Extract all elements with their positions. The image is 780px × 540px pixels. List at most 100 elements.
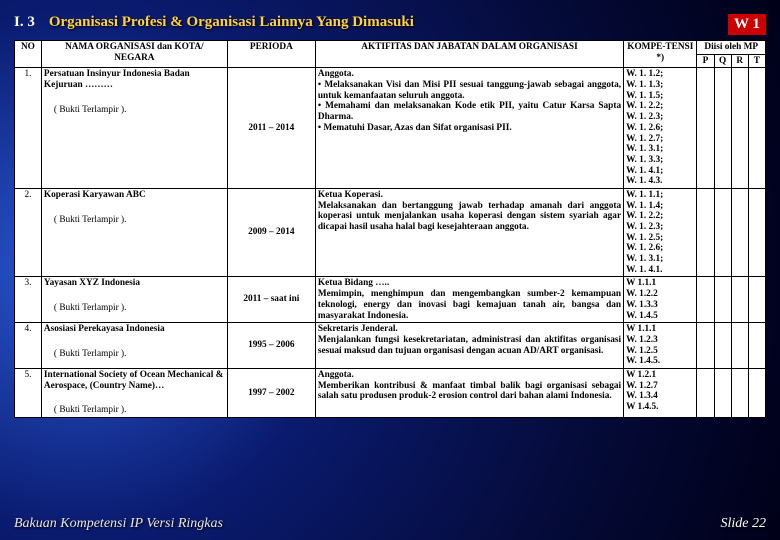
th-nama: NAMA ORGANISASI dan KOTA/ NEGARA [41,41,227,68]
aktifitas-line: Ketua Koperasi. [318,190,621,201]
cell-mp [748,323,765,369]
aktifitas-line: Anggota. [318,69,621,80]
kompetensi-line: W. 1. 2.3; [626,112,694,123]
kompetensi-line: W. 1.3.4 [626,391,694,402]
cell-perioda: 2011 – 2014 [227,68,315,189]
cell-aktifitas: Anggota.• Melaksanakan Visi dan Misi PII… [315,68,623,189]
cell-perioda: 1997 – 2002 [227,368,315,417]
cell-mp [697,68,714,189]
aktifitas-line: Sekretaris Jenderal. [318,324,621,335]
kompetensi-line: W. 1. 2.2; [626,101,694,112]
aktifitas-line: Anggota. [318,370,621,381]
aktifitas-line: Menjalankan fungsi kesekretariatan, admi… [318,335,621,356]
cell-kompetensi: W 1.1.1W. 1.2.2W. 1.3.3W. 1.4.5 [624,277,697,323]
bukti-label: ( Bukti Terlampir ). [44,215,225,226]
aktifitas-line: • Melaksanakan Visi dan Misi PII sesuai … [318,80,621,101]
kompetensi-line: W. 1. 3.1; [626,254,694,265]
cell-mp [731,188,748,277]
kompetensi-line: W. 1. 4.3. [626,176,694,187]
kompetensi-line: W. 1. 3.1; [626,144,694,155]
cell-no: 5. [15,368,42,417]
kompetensi-line: W. 1. 2.7; [626,134,694,145]
kompetensi-line: W. 1. 1.4; [626,201,694,212]
cell-mp [748,68,765,189]
cell-mp [731,368,748,417]
kompetensi-line: W. 1. 3.3; [626,155,694,166]
th-kompetensi: KOMPE-TENSI *) [624,41,697,68]
footer-right: Slide 22 [721,516,767,532]
cell-mp [714,188,731,277]
aktifitas-line: Melaksanakan dan bertanggung jawab terha… [318,201,621,233]
cell-mp [714,277,731,323]
kompetensi-line: W 1.1.1 [626,278,694,289]
kompetensi-line: W. 1. 2.6; [626,243,694,254]
cell-mp [697,277,714,323]
table-header: NO NAMA ORGANISASI dan KOTA/ NEGARA PERI… [15,41,766,68]
kompetensi-line: W. 1.4.5. [626,356,694,367]
table-row: 3.Yayasan XYZ Indonesia ( Bukti Terlampir… [15,277,766,323]
org-name: Persatuan Insinyur Indonesia Badan Kejur… [44,69,225,90]
cell-aktifitas: Ketua Bidang …..Memimpin, menghimpun dan… [315,277,623,323]
cell-aktifitas: Anggota.Memberikan kontribusi & manfaat … [315,368,623,417]
cell-no: 3. [15,277,42,323]
kompetensi-line: W. 1. 1.5; [626,91,694,102]
cell-aktifitas: Ketua Koperasi.Melaksanakan dan bertangg… [315,188,623,277]
cell-nama: Koperasi Karyawan ABC ( Bukti Terlampir )… [41,188,227,277]
cell-nama: Asosiasi Perekayasa Indonesia( Bukti Ter… [41,323,227,369]
org-name: International Society of Ocean Mechanica… [44,370,225,391]
cell-kompetensi: W 1.2.1W. 1.2.7W. 1.3.4W 1.4.5. [624,368,697,417]
cell-perioda: 1995 – 2006 [227,323,315,369]
aktifitas-line: Memberikan kontribusi & manfaat timbal b… [318,381,621,402]
aktifitas-line: • Memahami dan melaksanakan Kode etik PI… [318,101,621,122]
w1-badge: W 1 [728,14,766,35]
cell-mp [731,323,748,369]
kompetensi-line: W. 1. 1.1; [626,190,694,201]
kompetensi-line: W. 1. 2.5; [626,233,694,244]
cell-kompetensi: W. 1. 1.1;W. 1. 1.4;W. 1. 2.2;W. 1. 2.3;… [624,188,697,277]
kompetensi-line: W. 1. 2.6; [626,123,694,134]
cell-perioda: 2011 – saat ini [227,277,315,323]
table-body: 1.Persatuan Insinyur Indonesia Badan Kej… [15,68,766,418]
bukti-label: ( Bukti Terlampir ). [44,105,225,116]
cell-no: 1. [15,68,42,189]
section-title: Organisasi Profesi & Organisasi Lainnya … [49,14,414,31]
th-p: P [697,54,714,68]
kompetensi-line: W. 1.2.3 [626,335,694,346]
kompetensi-line: W. 1. 4.1. [626,265,694,276]
cell-mp [731,68,748,189]
kompetensi-line: W. 1.4.5 [626,311,694,322]
th-aktifitas: AKTIFITAS DAN JABATAN DALAM ORGANISASI [315,41,623,68]
cell-mp [748,277,765,323]
cell-mp [748,368,765,417]
kompetensi-line: W 1.4.5. [626,402,694,413]
cell-nama: Persatuan Insinyur Indonesia Badan Kejur… [41,68,227,189]
kompetensi-line: W. 1.3.3 [626,300,694,311]
cell-nama: Yayasan XYZ Indonesia ( Bukti Terlampir )… [41,277,227,323]
cell-kompetensi: W 1.1.1W. 1.2.3W. 1.2.5W. 1.4.5. [624,323,697,369]
cell-mp [714,323,731,369]
table-row: 4.Asosiasi Perekayasa Indonesia( Bukti T… [15,323,766,369]
cell-mp [697,368,714,417]
table-row: 2.Koperasi Karyawan ABC ( Bukti Terlampir… [15,188,766,277]
kompetensi-line: W 1.1.1 [626,324,694,335]
section-number: I. 3 [14,14,35,31]
th-perioda: PERIODA [227,41,315,68]
cell-no: 2. [15,188,42,277]
cell-mp [697,323,714,369]
cell-perioda: 2009 – 2014 [227,188,315,277]
kompetensi-line: W. 1.2.2 [626,289,694,300]
cell-aktifitas: Sekretaris Jenderal.Menjalankan fungsi k… [315,323,623,369]
footer-left: Bakuan Kompetensi IP Versi Ringkas [14,516,223,532]
table-row: 5.International Society of Ocean Mechani… [15,368,766,417]
org-name: Koperasi Karyawan ABC [44,190,225,201]
aktifitas-line: • Mematuhi Dasar, Azas dan Sifat organis… [318,123,621,134]
th-q: Q [714,54,731,68]
aktifitas-line: Memimpin, menghimpun dan mengembangkan s… [318,289,621,321]
cell-mp [748,188,765,277]
th-t: T [748,54,765,68]
org-name: Yayasan XYZ Indonesia [44,278,225,289]
org-name: Asosiasi Perekayasa Indonesia [44,324,225,335]
th-r: R [731,54,748,68]
bukti-label: ( Bukti Terlampir ). [44,303,225,314]
bukti-label: ( Bukti Terlampir ). [44,405,225,416]
